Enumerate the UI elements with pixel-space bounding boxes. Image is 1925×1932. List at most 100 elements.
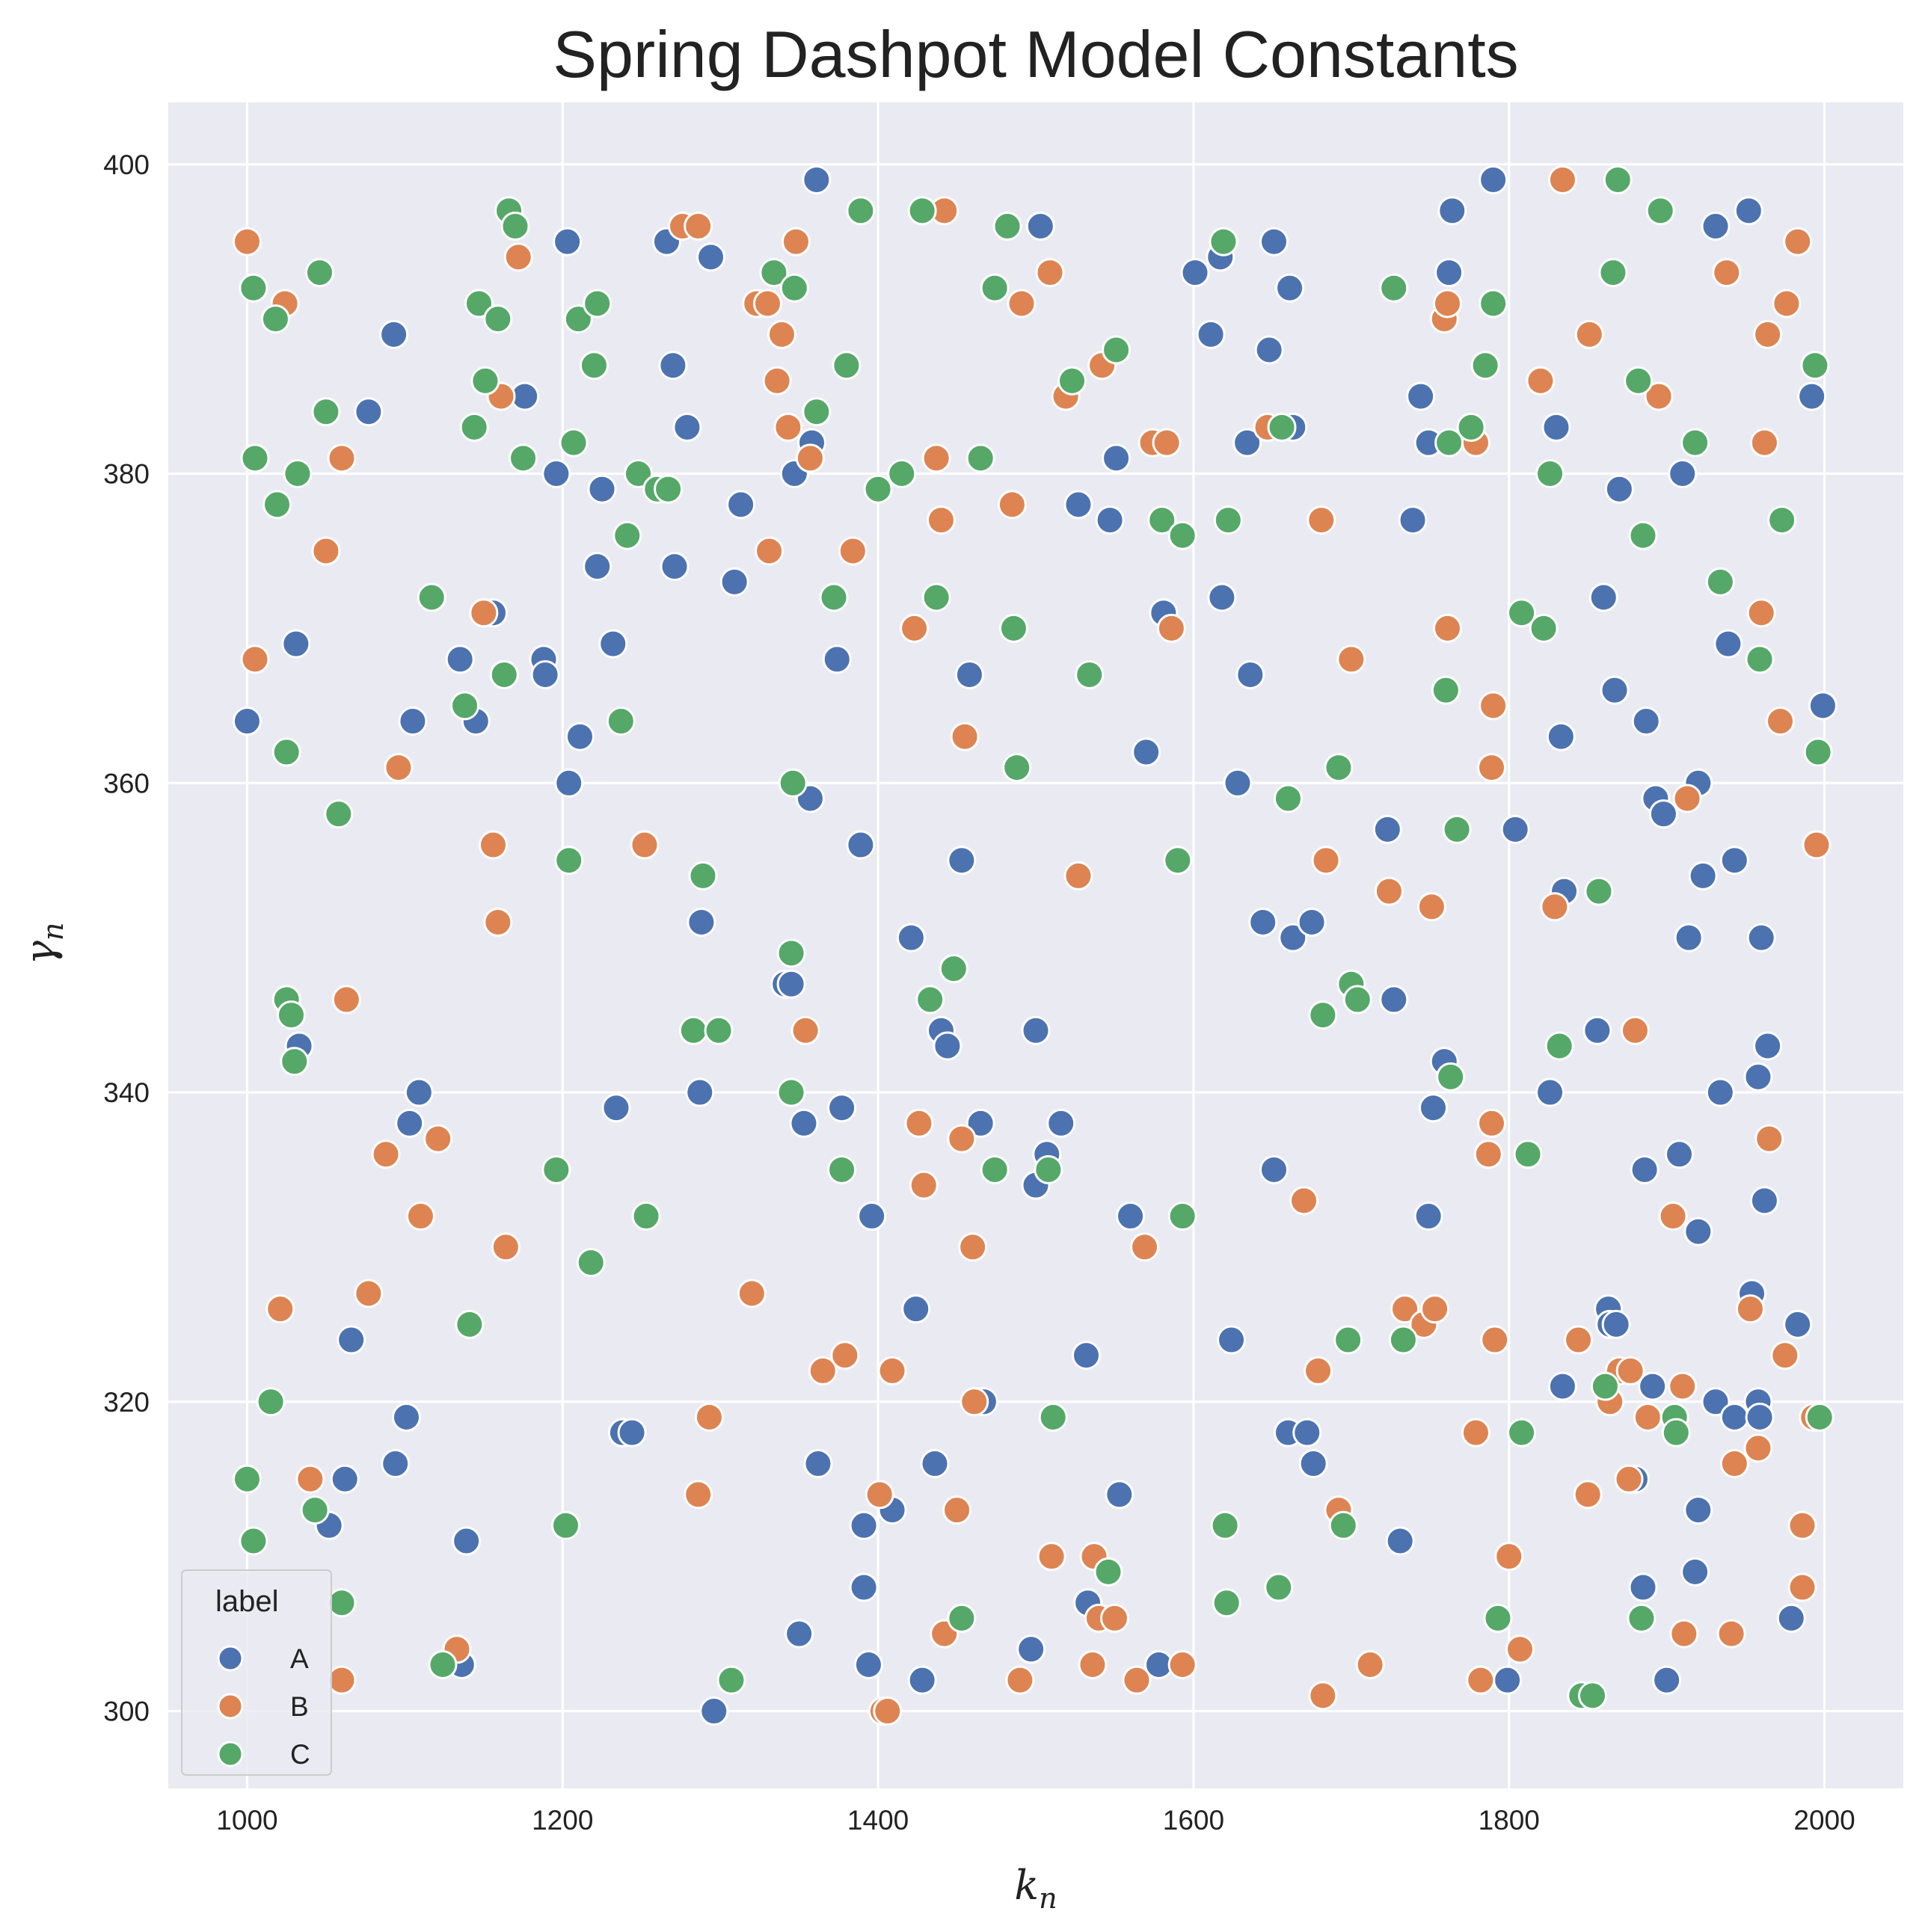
data-point-a <box>1701 212 1731 242</box>
data-point-b <box>1461 1418 1490 1448</box>
data-point-a <box>554 768 584 798</box>
data-point-a <box>1278 923 1308 953</box>
data-point-a <box>1665 1139 1695 1169</box>
data-point-b <box>1735 1294 1765 1324</box>
data-point-b <box>1466 1665 1496 1695</box>
data-point-a <box>1479 164 1508 194</box>
data-point-c <box>1167 1202 1197 1231</box>
data-point-c <box>939 954 968 984</box>
data-point-b <box>1620 1015 1650 1045</box>
data-point-a <box>849 1510 879 1540</box>
legend-marker-a <box>217 1645 244 1672</box>
data-point-a <box>1021 1015 1051 1045</box>
data-point-c <box>1273 784 1303 813</box>
data-point-b <box>773 412 803 442</box>
data-point-b <box>752 289 782 319</box>
data-point-a <box>395 1108 425 1138</box>
data-point-a <box>1797 381 1827 411</box>
data-point-b <box>1005 1665 1035 1695</box>
data-point-b <box>1754 1124 1784 1154</box>
data-point-c <box>550 1510 580 1540</box>
data-point-b <box>877 1356 907 1385</box>
data-point-a <box>1418 1093 1448 1123</box>
y-axis-label: γn <box>16 923 70 965</box>
data-point-a <box>1298 1449 1328 1479</box>
data-point-b <box>1668 1371 1698 1401</box>
data-point-a <box>1688 861 1718 890</box>
data-point-c <box>992 212 1022 242</box>
data-point-c <box>1324 753 1354 783</box>
data-point-a <box>1604 474 1634 504</box>
data-point-c <box>1627 1603 1657 1633</box>
data-point-c <box>1578 1681 1608 1711</box>
data-point-b <box>694 1402 724 1432</box>
data-point-b <box>873 1696 903 1726</box>
data-point-b <box>1432 289 1462 319</box>
data-point-c <box>1333 1325 1363 1355</box>
data-point-c <box>541 1154 571 1184</box>
data-point-c <box>559 428 589 458</box>
data-point-c <box>624 459 654 489</box>
data-point-a <box>1275 273 1305 303</box>
data-point-c <box>998 613 1028 643</box>
data-point-c <box>863 474 893 504</box>
data-point-c <box>240 443 270 473</box>
data-point-c <box>1456 412 1486 442</box>
data-point-a <box>685 1077 715 1107</box>
data-point-c <box>1767 505 1797 535</box>
data-point-c <box>1442 814 1472 844</box>
data-point-b <box>384 753 414 783</box>
data-point-c <box>1470 351 1500 381</box>
data-point-b <box>232 227 262 256</box>
data-point-c <box>612 520 642 550</box>
data-point-a <box>232 707 262 736</box>
data-point-a <box>1630 1154 1660 1184</box>
data-point-c <box>947 1603 977 1633</box>
data-point-b <box>755 536 785 566</box>
data-point-b <box>1749 428 1779 458</box>
data-point-b <box>997 490 1027 520</box>
x-tick-label: 1200 <box>532 1805 593 1836</box>
data-point-b <box>781 227 811 256</box>
data-point-a <box>857 1202 887 1231</box>
data-point-c <box>1661 1418 1691 1448</box>
data-point-b <box>1669 1619 1699 1649</box>
data-point-c <box>1267 412 1297 442</box>
data-point-c <box>1213 505 1243 535</box>
data-point-c <box>1434 428 1464 458</box>
data-point-a <box>281 629 311 659</box>
data-point-b <box>1122 1665 1152 1695</box>
data-point-a <box>1648 799 1678 829</box>
data-point-c <box>232 1464 262 1494</box>
data-point-b <box>1615 1356 1645 1385</box>
legend-label-b: B <box>290 1691 309 1722</box>
data-point-c <box>563 304 593 334</box>
data-point-b <box>1130 1232 1160 1262</box>
data-point-c <box>1388 1325 1418 1355</box>
data-point-b <box>1746 598 1776 628</box>
data-point-c <box>759 258 789 288</box>
data-point-a <box>789 1108 819 1138</box>
data-point-b <box>926 505 956 535</box>
data-point-c <box>280 1047 310 1077</box>
data-point-a <box>1223 768 1253 798</box>
data-point-b <box>1473 1139 1503 1169</box>
data-point-c <box>1212 1588 1241 1618</box>
data-point-a <box>1743 1062 1773 1092</box>
data-point-b <box>1719 1449 1749 1479</box>
data-point-c <box>576 1248 606 1278</box>
data-point-c <box>1590 1371 1620 1401</box>
data-point-c <box>509 443 538 473</box>
data-point-b <box>354 1279 384 1308</box>
data-point-a <box>853 1649 883 1679</box>
data-point-c <box>832 351 862 381</box>
data-point-a <box>965 1108 995 1138</box>
data-point-b <box>950 722 980 751</box>
data-point-c <box>1379 273 1409 303</box>
data-point-c <box>1210 1510 1240 1540</box>
data-point-a <box>587 474 617 504</box>
data-point-c <box>500 212 530 242</box>
data-point-b <box>1390 1294 1420 1324</box>
data-point-c <box>554 846 584 876</box>
